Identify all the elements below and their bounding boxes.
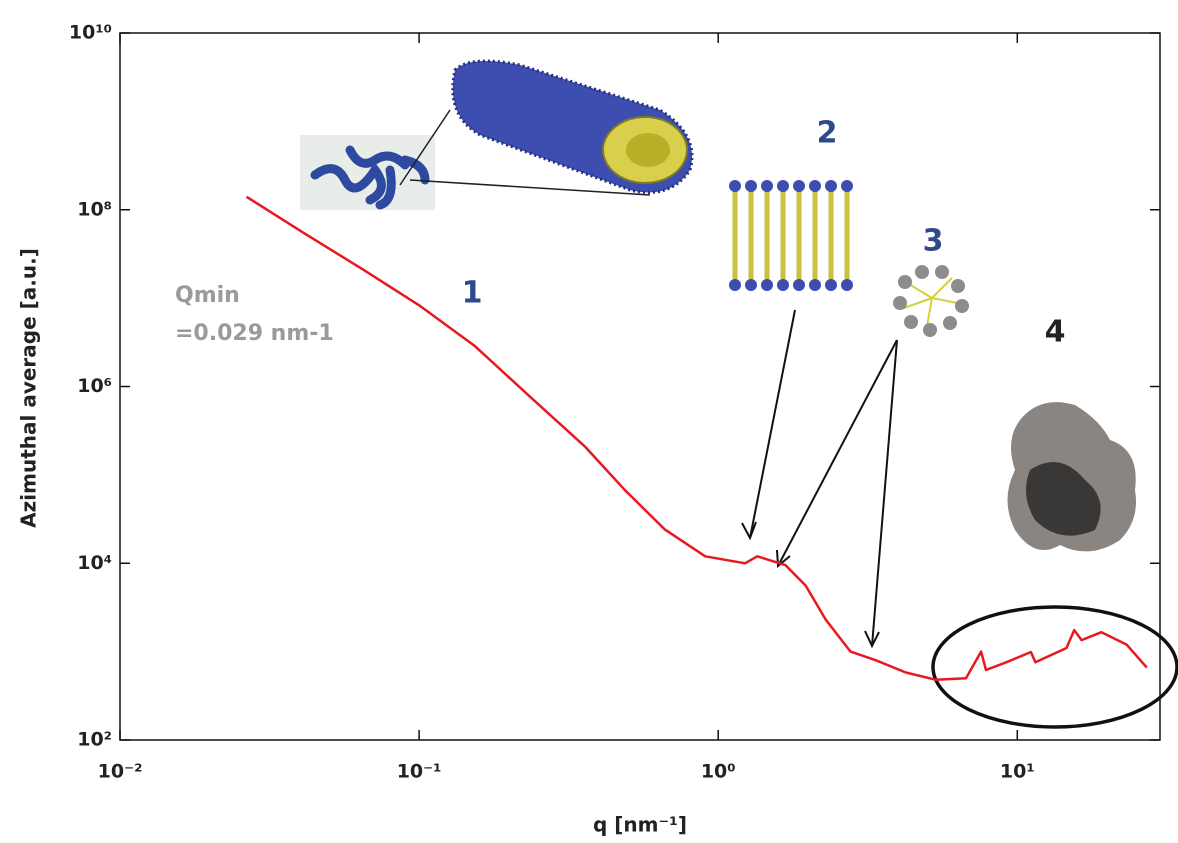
y-tick-label: 10¹⁰ bbox=[69, 22, 112, 44]
annotation: Qmin bbox=[175, 283, 240, 308]
x-tick-label: 10¹ bbox=[1000, 761, 1035, 783]
y-tick-label: 10⁴ bbox=[77, 552, 112, 574]
arrows bbox=[742, 310, 897, 646]
highlight-ellipse bbox=[933, 607, 1177, 727]
y-tick-label: 10² bbox=[77, 729, 112, 751]
x-tick-label: 10⁻² bbox=[98, 761, 143, 783]
chart: 1 2 3 4 Qmin =0.029 nm-1 q [nm⁻¹] Azimut… bbox=[0, 0, 1178, 843]
rock-illustration bbox=[1008, 402, 1137, 551]
annotation: 2 bbox=[817, 116, 838, 151]
bilayer-illustration bbox=[729, 180, 853, 291]
y-tick-label: 10⁸ bbox=[77, 198, 112, 220]
annotation: 4 bbox=[1045, 315, 1066, 350]
cylinder-illustration bbox=[453, 61, 692, 193]
micelle-illustration bbox=[893, 265, 969, 337]
annotation: =0.029 nm-1 bbox=[175, 321, 334, 346]
x-axis-label: q [nm⁻¹] bbox=[593, 813, 687, 837]
x-tick-label: 10⁰ bbox=[701, 761, 736, 783]
x-tick-label: 10⁻¹ bbox=[397, 761, 442, 783]
y-tick-label: 10⁶ bbox=[77, 375, 112, 397]
data-line bbox=[247, 197, 1147, 680]
annotation: 3 bbox=[923, 224, 944, 259]
annotation: 1 bbox=[462, 276, 483, 311]
y-axis-label: Azimuthal average [a.u.] bbox=[17, 248, 41, 528]
